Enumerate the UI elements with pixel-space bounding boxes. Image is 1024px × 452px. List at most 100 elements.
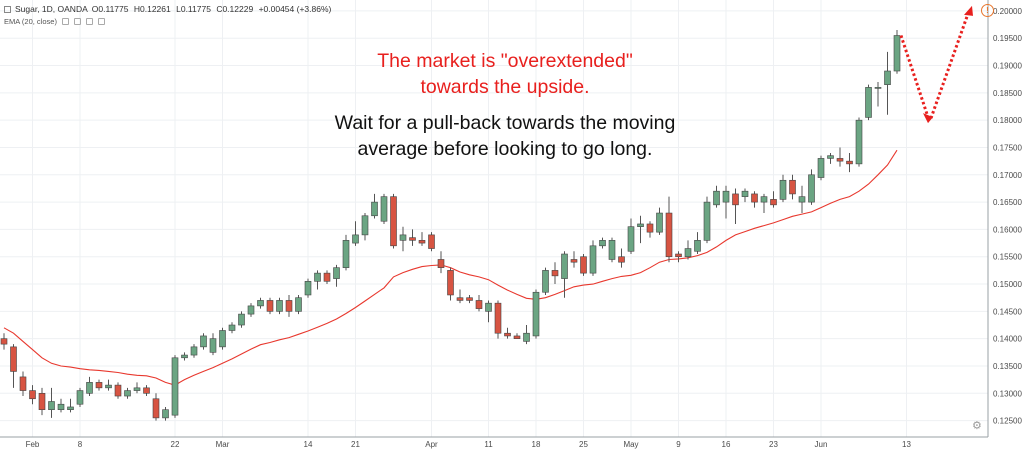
y-tick-label: 0.19500 xyxy=(993,34,1022,43)
x-tick-label: Apr xyxy=(425,440,438,449)
symbol-name: Sugar, 1D, OANDA xyxy=(15,4,88,14)
indicator-settings-icon[interactable] xyxy=(73,18,81,25)
x-tick-label: 25 xyxy=(579,440,588,449)
candle-up xyxy=(209,338,217,353)
candle-up xyxy=(884,70,891,85)
candle-down xyxy=(494,302,502,334)
candle-up xyxy=(314,272,321,282)
y-tick-label: 0.19000 xyxy=(993,62,1022,71)
y-tick-label: 0.15500 xyxy=(993,253,1022,262)
candle-down xyxy=(428,234,435,249)
candle-up xyxy=(808,174,815,203)
warning-icon[interactable]: ! xyxy=(981,4,994,17)
y-tick-label: 0.20000 xyxy=(993,7,1022,16)
continuation-arrow-line xyxy=(929,10,971,119)
high-value: H0.12261 xyxy=(133,4,171,14)
ohlc-values: O0.11775 H0.12261 L0.11775 C0.12229 +0.0… xyxy=(92,4,335,14)
x-tick-label: 21 xyxy=(351,440,360,449)
candle-up xyxy=(67,406,74,410)
candle-up xyxy=(760,196,768,203)
symbol-legend: Sugar, 1D, OANDA O0.11775 H0.12261 L0.11… xyxy=(4,4,334,14)
candle-up xyxy=(561,253,568,279)
candle-down xyxy=(513,335,521,339)
candle-down xyxy=(836,158,844,162)
candle-up xyxy=(190,346,198,356)
candle-up xyxy=(485,302,492,312)
candle-down xyxy=(580,256,587,274)
candle-down xyxy=(618,256,625,263)
candle-down xyxy=(646,223,654,233)
x-tick-label: May xyxy=(623,440,638,449)
collapse-legend-icon[interactable] xyxy=(4,5,11,13)
candle-up xyxy=(380,196,388,222)
candle-down xyxy=(447,270,454,296)
candle-up xyxy=(276,300,283,312)
annotation-red-line-1: The market is "overextended" xyxy=(377,50,633,72)
candle-down xyxy=(732,193,739,206)
pullback-arrowhead xyxy=(923,113,933,124)
candle-up xyxy=(703,201,711,241)
candle-up xyxy=(162,409,169,419)
axis-settings-icon[interactable]: ⚙ xyxy=(972,420,982,432)
candle-down xyxy=(152,398,160,419)
candle-up xyxy=(247,305,255,315)
candle-down xyxy=(789,179,796,195)
candle-up xyxy=(76,390,84,405)
indicator-visibility-icon[interactable] xyxy=(61,18,69,25)
candle-up xyxy=(865,87,872,118)
candle-down xyxy=(504,332,511,337)
y-tick-label: 0.12500 xyxy=(993,417,1022,426)
x-tick-label: 9 xyxy=(676,440,681,449)
candle-up xyxy=(741,190,749,197)
candle-up xyxy=(694,240,701,252)
candle-up xyxy=(133,387,141,391)
candle-up xyxy=(589,245,597,274)
y-tick-label: 0.17500 xyxy=(993,143,1022,152)
candle-up xyxy=(599,240,606,247)
low-value: L0.11775 xyxy=(176,4,211,14)
candle-up xyxy=(855,119,863,165)
x-tick-label: 22 xyxy=(171,440,180,449)
candle-up xyxy=(342,240,350,268)
annotation-black-line-1: Wait for a pull-back towards the moving xyxy=(334,112,676,134)
candle-up xyxy=(105,384,112,389)
close-value: C0.12229 xyxy=(216,4,254,14)
candle-up xyxy=(779,179,787,200)
y-tick-label: 0.17000 xyxy=(993,171,1022,180)
annotation-black-line-2: average before looking to go long. xyxy=(357,138,653,160)
candle-up xyxy=(352,234,359,244)
candle-up xyxy=(86,382,93,394)
candle-up xyxy=(532,291,540,337)
continuation-arrowhead xyxy=(964,5,973,16)
x-tick-label: 18 xyxy=(532,440,541,449)
candle-up xyxy=(874,87,882,89)
candle-down xyxy=(0,338,8,345)
y-tick-label: 0.13500 xyxy=(993,362,1022,371)
candle-up xyxy=(893,35,901,72)
x-tick-label: 11 xyxy=(484,440,493,449)
candle-up xyxy=(219,330,226,348)
open-value: O0.11775 xyxy=(91,4,129,14)
candle-down xyxy=(95,382,103,389)
candle-up xyxy=(257,300,264,307)
indicator-more-icon[interactable] xyxy=(97,18,105,25)
candle-up xyxy=(827,155,834,159)
candle-down xyxy=(323,272,331,282)
candle-up xyxy=(542,270,549,293)
candle-down xyxy=(418,240,426,244)
pullback-arrow-line xyxy=(899,35,931,121)
indicator-name[interactable]: EMA (20, close) xyxy=(4,17,57,26)
y-tick-label: 0.15000 xyxy=(993,280,1022,289)
candle-down xyxy=(38,392,46,410)
candle-up xyxy=(304,281,312,296)
indicator-remove-icon[interactable] xyxy=(85,18,93,25)
candle-up xyxy=(399,234,407,241)
candle-up xyxy=(371,201,378,217)
candle-up xyxy=(684,248,692,258)
y-tick-label: 0.13000 xyxy=(993,389,1022,398)
candle-up xyxy=(295,297,302,312)
candle-up xyxy=(181,354,188,359)
candle-down xyxy=(143,387,150,394)
